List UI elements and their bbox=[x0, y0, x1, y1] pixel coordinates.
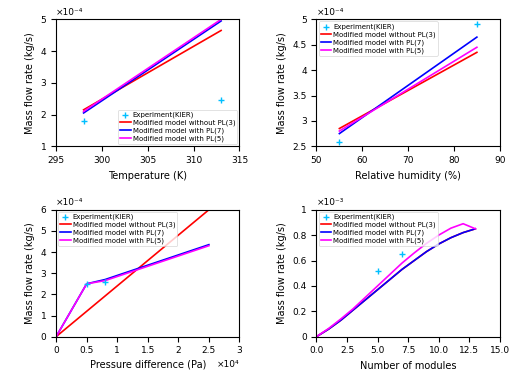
Text: ×10⁴: ×10⁴ bbox=[216, 360, 239, 368]
Text: ×10⁻³: ×10⁻³ bbox=[316, 198, 343, 207]
Text: ×10⁻⁴: ×10⁻⁴ bbox=[56, 8, 83, 17]
Line: Modified model with PL(5): Modified model with PL(5) bbox=[338, 47, 476, 131]
Modified model without PL(3) bbox=[374, 288, 380, 292]
Modified model without PL(3) bbox=[80, 108, 87, 112]
Modified model with PL(5) bbox=[325, 326, 331, 331]
X-axis label: Relative humidity (%): Relative humidity (%) bbox=[354, 171, 460, 181]
Legend: Experiment(KIER), Modified model without PL(3), Modified model with PL(7), Modif: Experiment(KIER), Modified model without… bbox=[318, 21, 437, 56]
Y-axis label: Mass flow rate (kg/s): Mass flow rate (kg/s) bbox=[25, 32, 35, 134]
Modified model with PL(7) bbox=[206, 242, 212, 247]
Modified model with PL(5) bbox=[435, 233, 441, 238]
Modified model with PL(5) bbox=[459, 221, 465, 226]
Line: Modified model with PL(5): Modified model with PL(5) bbox=[316, 224, 474, 337]
Modified model with PL(7) bbox=[422, 249, 429, 254]
Line: Modified model without PL(3): Modified model without PL(3) bbox=[316, 229, 474, 337]
Legend: Experiment(KIER), Modified model without PL(3), Modified model with PL(7), Modif: Experiment(KIER), Modified model without… bbox=[58, 212, 177, 246]
Modified model with PL(7) bbox=[459, 230, 465, 235]
Modified model without PL(3) bbox=[473, 50, 479, 55]
Modified model without PL(3) bbox=[435, 242, 441, 247]
Modified model with PL(7) bbox=[102, 277, 108, 282]
Line: Modified model with PL(5): Modified model with PL(5) bbox=[83, 19, 221, 111]
Modified model with PL(7) bbox=[218, 19, 224, 23]
Modified model with PL(5) bbox=[447, 226, 453, 231]
Modified model without PL(3) bbox=[459, 230, 465, 235]
Experiment(KIER) bbox=[101, 279, 109, 285]
Experiment(KIER) bbox=[472, 21, 480, 27]
Modified model with PL(5) bbox=[471, 226, 477, 231]
Y-axis label: Mass flow rate (kg/s): Mass flow rate (kg/s) bbox=[276, 223, 286, 324]
Modified model without PL(3) bbox=[422, 249, 429, 254]
Line: Modified model with PL(7): Modified model with PL(7) bbox=[56, 245, 209, 337]
Experiment(KIER) bbox=[334, 139, 343, 146]
Modified model with PL(5) bbox=[349, 307, 355, 311]
Line: Modified model without PL(3): Modified model without PL(3) bbox=[83, 31, 221, 110]
Modified model without PL(3) bbox=[471, 226, 477, 231]
Line: Modified model with PL(5): Modified model with PL(5) bbox=[56, 246, 209, 337]
Modified model with PL(5) bbox=[218, 17, 224, 22]
Line: Modified model without PL(3): Modified model without PL(3) bbox=[338, 52, 476, 128]
Experiment(KIER) bbox=[82, 281, 91, 287]
Modified model with PL(7) bbox=[83, 281, 90, 286]
Modified model with PL(7) bbox=[335, 131, 342, 136]
Experiment(KIER) bbox=[373, 267, 381, 274]
Modified model with PL(5) bbox=[422, 241, 429, 246]
Modified model with PL(7) bbox=[473, 35, 479, 39]
Modified model without PL(3) bbox=[398, 267, 404, 272]
Modified model without PL(3) bbox=[337, 318, 343, 322]
Modified model without PL(3) bbox=[313, 334, 319, 339]
Modified model with PL(7) bbox=[410, 258, 416, 263]
Modified model with PL(5) bbox=[337, 317, 343, 321]
Modified model with PL(7) bbox=[313, 334, 319, 339]
Modified model with PL(5) bbox=[313, 334, 319, 339]
Modified model without PL(3) bbox=[325, 327, 331, 331]
Modified model with PL(7) bbox=[80, 111, 87, 115]
Experiment(KIER) bbox=[79, 118, 88, 124]
Modified model with PL(5) bbox=[83, 281, 90, 286]
Line: Modified model with PL(7): Modified model with PL(7) bbox=[338, 37, 476, 134]
X-axis label: Number of modules: Number of modules bbox=[359, 361, 456, 371]
Modified model with PL(7) bbox=[361, 298, 367, 302]
Modified model with PL(5) bbox=[374, 284, 380, 288]
Experiment(KIER) bbox=[397, 251, 405, 257]
Modified model with PL(7) bbox=[337, 318, 343, 322]
Modified model with PL(7) bbox=[398, 267, 404, 272]
Line: Modified model with PL(7): Modified model with PL(7) bbox=[316, 229, 474, 337]
Modified model with PL(7) bbox=[435, 242, 441, 247]
Modified model with PL(7) bbox=[349, 308, 355, 312]
Modified model with PL(7) bbox=[53, 334, 59, 339]
Text: ×10⁻⁴: ×10⁻⁴ bbox=[56, 198, 83, 207]
Modified model without PL(3) bbox=[386, 277, 392, 282]
Legend: Experiment(KIER), Modified model without PL(3), Modified model with PL(7), Modif: Experiment(KIER), Modified model without… bbox=[318, 212, 437, 246]
Modified model with PL(7) bbox=[447, 235, 453, 240]
Y-axis label: Mass flow rate (kg/s): Mass flow rate (kg/s) bbox=[25, 223, 35, 324]
Modified model without PL(3) bbox=[361, 298, 367, 302]
Modified model without PL(3) bbox=[218, 28, 224, 33]
Modified model with PL(7) bbox=[386, 277, 392, 282]
Text: ×10⁻⁴: ×10⁻⁴ bbox=[316, 8, 343, 17]
Modified model with PL(5) bbox=[361, 295, 367, 300]
Modified model with PL(5) bbox=[102, 278, 108, 283]
Legend: Experiment(KIER), Modified model without PL(3), Modified model with PL(7), Modif: Experiment(KIER), Modified model without… bbox=[118, 110, 237, 144]
Modified model with PL(5) bbox=[410, 251, 416, 255]
Modified model with PL(5) bbox=[398, 261, 404, 265]
Line: Modified model with PL(7): Modified model with PL(7) bbox=[83, 21, 221, 113]
X-axis label: Temperature (K): Temperature (K) bbox=[108, 171, 187, 181]
Modified model with PL(5) bbox=[80, 109, 87, 114]
Modified model with PL(7) bbox=[374, 288, 380, 292]
Modified model without PL(3) bbox=[349, 308, 355, 312]
Modified model with PL(5) bbox=[206, 243, 212, 248]
Modified model without PL(3) bbox=[410, 258, 416, 263]
Modified model with PL(7) bbox=[325, 327, 331, 331]
Modified model with PL(7) bbox=[471, 226, 477, 231]
Y-axis label: Mass flow rate (kg/s): Mass flow rate (kg/s) bbox=[276, 32, 286, 134]
Modified model with PL(5) bbox=[335, 129, 342, 134]
Experiment(KIER) bbox=[217, 97, 225, 103]
Modified model with PL(5) bbox=[53, 334, 59, 339]
X-axis label: Pressure difference (Pa): Pressure difference (Pa) bbox=[90, 360, 206, 370]
Modified model with PL(5) bbox=[473, 45, 479, 50]
Modified model without PL(3) bbox=[335, 126, 342, 131]
Modified model without PL(3) bbox=[447, 235, 453, 240]
Modified model with PL(5) bbox=[386, 272, 392, 277]
